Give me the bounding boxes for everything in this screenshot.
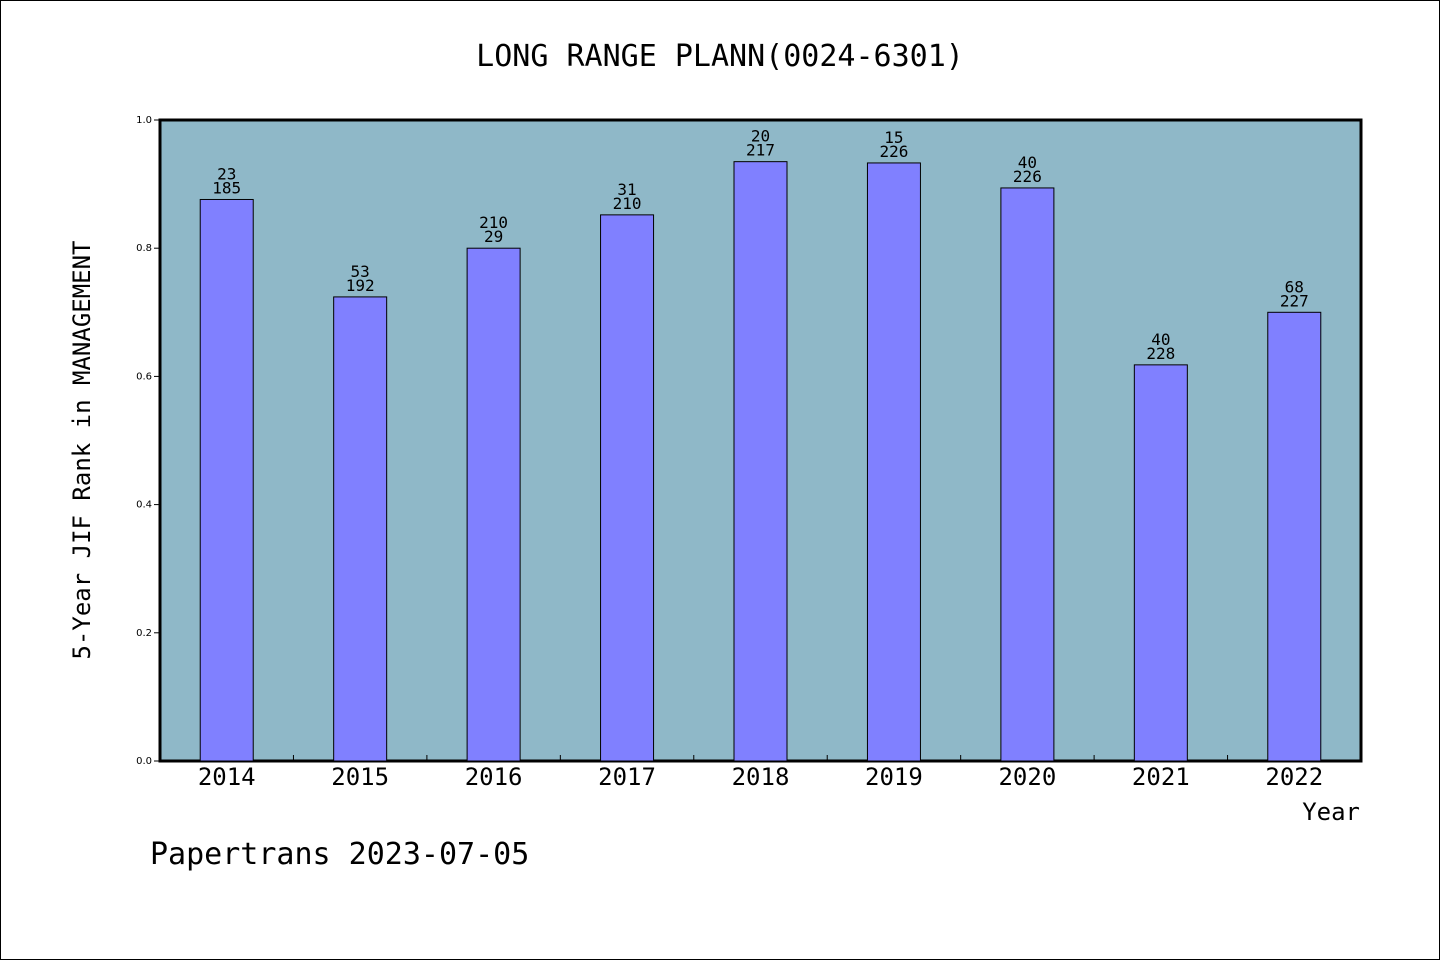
bar (333, 296, 388, 762)
data-label-top: 40 (1151, 330, 1170, 349)
data-label-bottom: 217 (746, 141, 775, 160)
bars-layer (199, 161, 1322, 762)
x-axis-title: Year (1302, 798, 1360, 826)
data-label-top: 53 (351, 262, 370, 281)
y-tick-labels: 0.0 0.2 0.4 0.6 0.8 1.0 (136, 115, 160, 767)
bar (1000, 187, 1055, 762)
x-tick-labels: 2014 2015 2016 2017 2018 2019 2020 2021 2022 (198, 755, 1323, 791)
data-label-bottom: 29 (484, 227, 503, 246)
y-tick-label: 0.6 (136, 371, 152, 382)
data-label-bottom: 226 (879, 142, 908, 161)
data-label-top: 210 (479, 213, 508, 232)
data-label-bottom: 210 (613, 194, 642, 213)
y-tick-label: 0.4 (136, 500, 152, 511)
data-label-top: 68 (1285, 277, 1304, 296)
data-label-bottom: 227 (1280, 291, 1309, 310)
y-tick-label: 1.0 (136, 115, 152, 126)
y-axis-title: 5-Year JIF Rank in MANAGEMENT (68, 240, 96, 659)
bar (866, 162, 921, 762)
y-tick-label: 0.8 (136, 243, 152, 254)
data-label-bottom: 228 (1146, 344, 1175, 363)
data-label-top: 40 (1018, 153, 1037, 172)
x-tick-label: 2018 (732, 763, 790, 791)
bar (733, 161, 788, 762)
data-label-bottom: 226 (1013, 167, 1042, 186)
bar (199, 198, 254, 762)
y-tick-label: 0.0 (136, 756, 152, 767)
bar (466, 247, 521, 762)
x-tick-label: 2016 (465, 763, 523, 791)
data-label-top: 20 (751, 127, 770, 146)
x-tick-label: 2017 (598, 763, 656, 791)
x-tick-label: 2019 (865, 763, 923, 791)
bar (600, 214, 655, 762)
data-label-bottom: 192 (346, 276, 375, 295)
data-labels: 2318553192210293121020217152264022640228… (212, 127, 1308, 363)
bar (1267, 311, 1322, 762)
data-label-top: 23 (217, 164, 236, 183)
y-tick-label: 0.2 (136, 628, 152, 639)
data-label-bottom: 185 (212, 178, 241, 197)
x-tick-label: 2022 (1265, 763, 1323, 791)
x-tick-label: 2021 (1132, 763, 1190, 791)
x-tick-label: 2014 (198, 763, 256, 791)
bar (1133, 364, 1188, 762)
data-label-top: 15 (884, 128, 903, 147)
footer-credit: Papertrans 2023-07-05 (150, 837, 529, 872)
x-tick-label: 2015 (331, 763, 389, 791)
x-tick-label: 2020 (998, 763, 1056, 791)
data-label-top: 31 (617, 180, 636, 199)
chart-title: LONG RANGE PLANN(0024-6301) (476, 39, 964, 74)
